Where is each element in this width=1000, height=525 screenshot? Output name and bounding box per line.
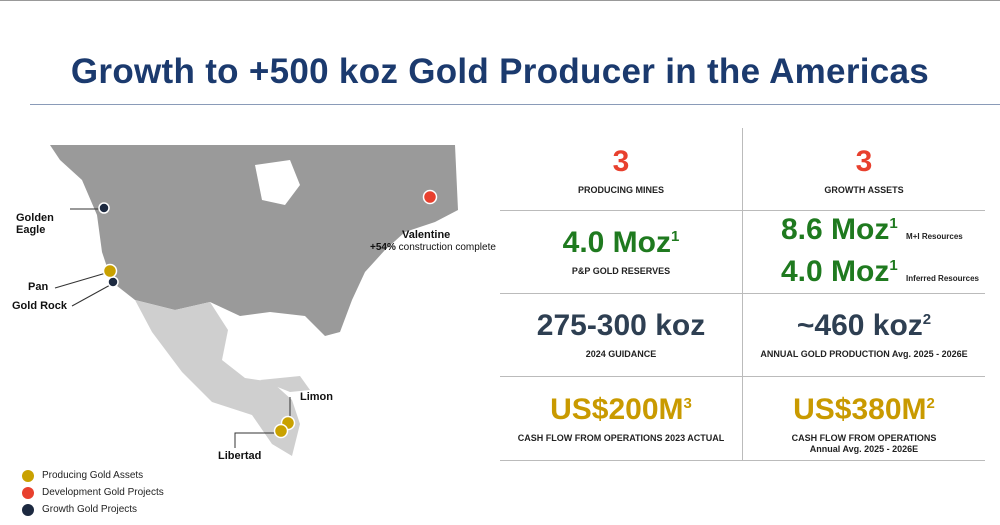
stat-label: ANNUAL GOLD PRODUCTION Avg. 2025 - 2026E — [760, 349, 968, 359]
map — [22, 145, 458, 516]
footnote: 1 — [889, 257, 898, 274]
legend-dot — [22, 470, 34, 482]
stat-label: CASH FLOW FROM OPERATIONS 2023 ACTUAL — [517, 433, 725, 443]
stat-value: 275-300 koz — [536, 309, 706, 342]
stat-cell: 8.6 Moz1 M+I Resources 4.0 Moz1 Inferred… — [743, 213, 985, 289]
producing-marker — [273, 423, 289, 439]
growth-marker — [107, 276, 119, 288]
stat-label: 2024 GUIDANCE — [585, 349, 657, 359]
map-label: Valentine — [402, 229, 451, 241]
top-rule — [0, 0, 1000, 1]
growth-marker — [98, 202, 110, 214]
title-rule — [30, 104, 1000, 105]
map-note: +54% construction complete — [370, 242, 496, 253]
legend-dot — [22, 504, 34, 516]
footnote: 2 — [922, 311, 932, 328]
map-label: Pan — [28, 281, 49, 293]
stat-cell: US$380M2 CASH FLOW FROM OPERATIONS Annua… — [743, 393, 985, 454]
divider — [500, 376, 985, 377]
stat-cell: 4.0 Moz1 P&P GOLD RESERVES — [500, 226, 742, 276]
caribbean — [260, 376, 310, 392]
stat-value: 4.0 Moz — [781, 255, 890, 288]
legend-label: Growth Gold Projects — [42, 504, 138, 515]
stat-cell: 275-300 koz 2024 GUIDANCE — [500, 309, 742, 359]
legend-dot — [22, 487, 34, 499]
divider — [742, 128, 743, 460]
stat-value: 3 — [612, 145, 630, 178]
map-label: Gold Rock — [12, 300, 68, 312]
mexico-central-america — [135, 300, 300, 456]
divider — [500, 293, 985, 294]
stat-value: US$200M — [550, 393, 684, 426]
stat-label: Inferred Resources — [906, 274, 979, 283]
map-label: Libertad — [218, 450, 262, 462]
note: construction complete — [398, 242, 496, 253]
stat-value: ~460 koz — [796, 309, 923, 342]
stat-value: 4.0 Moz — [562, 226, 671, 259]
slide-title: Growth to +500 koz Gold Producer in the … — [70, 52, 930, 91]
legend-label: Producing Gold Assets — [42, 470, 144, 481]
footnote: 2 — [926, 395, 935, 412]
canada-usa — [50, 145, 458, 336]
hudson-bay — [255, 160, 300, 205]
divider — [500, 210, 985, 211]
stat-sublabel: Annual Avg. 2025 - 2026E — [809, 444, 919, 454]
stat-label: GROWTH ASSETS — [824, 185, 904, 195]
footnote: 3 — [683, 395, 692, 412]
leader-line — [71, 283, 113, 307]
stat-cell: ~460 koz2 ANNUAL GOLD PRODUCTION Avg. 20… — [743, 309, 985, 359]
footnote: 1 — [889, 215, 898, 232]
stat-value: 3 — [855, 145, 873, 178]
map-label: Limon — [300, 391, 333, 403]
stat-value: 8.6 Moz — [781, 213, 890, 246]
stat-cell: 3 GROWTH ASSETS — [743, 145, 985, 195]
stat-label: M+I Resources — [906, 232, 963, 241]
leader-line — [234, 432, 280, 448]
stat-label: PRODUCING MINES — [577, 185, 664, 195]
stat-value: US$380M — [793, 393, 927, 426]
progress: +54% — [370, 242, 396, 253]
divider — [500, 460, 985, 461]
legend-label: Development Gold Projects — [42, 487, 164, 498]
stat-label: CASH FLOW FROM OPERATIONS — [791, 433, 937, 443]
stat-cell: US$200M3 CASH FLOW FROM OPERATIONS 2023 … — [500, 393, 742, 443]
leader-line — [54, 272, 107, 289]
stat-label: P&P GOLD RESERVES — [571, 266, 671, 276]
development-marker — [422, 189, 438, 205]
stat-cell: 3 PRODUCING MINES — [500, 145, 742, 195]
map-label: Golden Eagle — [16, 212, 54, 236]
footnote: 1 — [671, 228, 680, 245]
producing-marker — [102, 263, 118, 279]
